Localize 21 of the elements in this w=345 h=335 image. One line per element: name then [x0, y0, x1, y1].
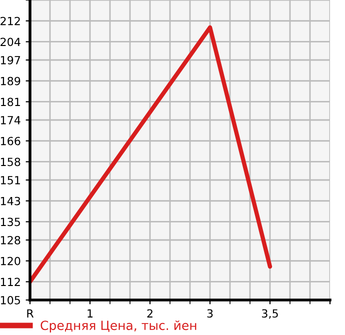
y-tick-label: 151 [0, 176, 20, 184]
y-tick-label: 166 [0, 136, 20, 146]
y-tick-label: 197 [0, 56, 20, 64]
x-tick-label: 3,5 [262, 309, 278, 319]
y-tick-label: 181 [0, 98, 20, 106]
legend-label: Средняя Цена, тыс. йен [40, 320, 196, 332]
x-tick-label: 1 [88, 309, 93, 318]
y-tick-label: 105 [0, 296, 20, 304]
y-tick-label: 174 [0, 116, 20, 124]
y-tick-label: 158 [0, 158, 20, 166]
y-tick-label: 120 [0, 256, 20, 266]
y-tick-label: 112 [0, 278, 20, 286]
y-tick-label: 212 [0, 16, 20, 26]
x-tick-label: R [27, 309, 34, 318]
y-tick-label: 143 [0, 196, 20, 206]
y-tick-label: 135 [0, 218, 20, 226]
y-tick-label: 204 [0, 38, 20, 46]
x-tick-label: 3 [207, 309, 213, 318]
x-tick-label: 2 [147, 309, 152, 318]
y-tick-label: 189 [0, 76, 20, 86]
y-tick-label: 128 [0, 236, 20, 244]
